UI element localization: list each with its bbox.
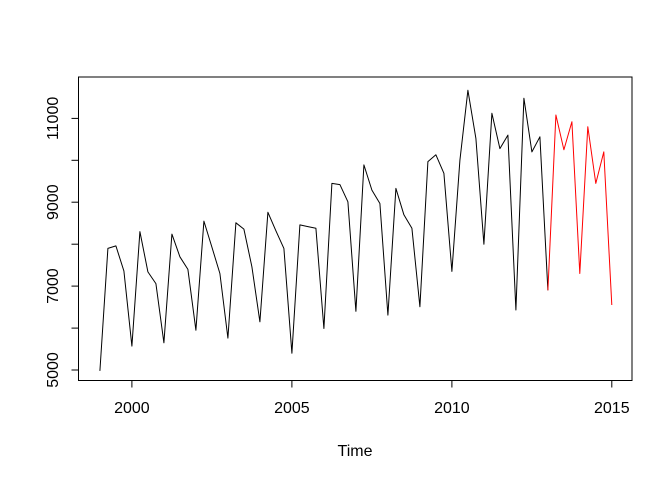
x-tick-label: 2015 [594,400,630,417]
plot-border [78,76,633,381]
y-tick-label: 7000 [45,268,62,304]
x-axis: 2000 2005 2010 2015 [114,380,630,417]
y-tick-label: 9000 [45,184,62,220]
observed-series-line [99,89,549,371]
x-tick-label: 2010 [434,400,470,417]
highlighted-series-line [547,114,613,306]
x-tick-label: 2000 [114,400,150,417]
y-tick-label: 5000 [45,352,62,388]
y-axis: 5000 7000 9000 11000 [45,97,79,388]
y-tick-label: 11000 [45,97,62,140]
x-tick-label: 2005 [274,400,310,417]
x-axis-title: Time [338,443,373,460]
